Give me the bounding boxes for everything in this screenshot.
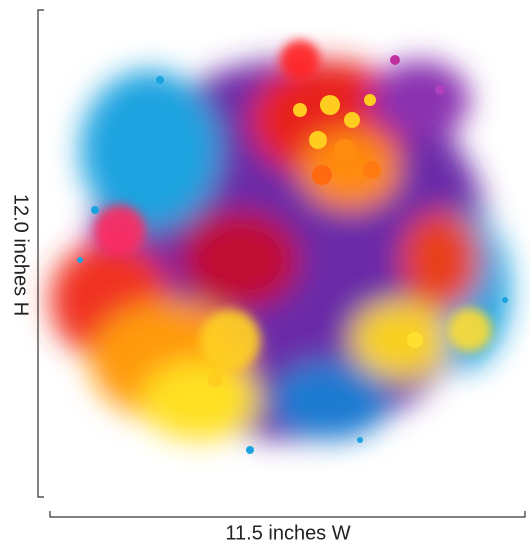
height-label: 12.0 inches H [10,194,32,316]
height-bracket [37,9,44,498]
width-bracket [49,511,526,518]
splash-artwork [50,40,510,454]
width-label: 11.5 inches W [225,522,350,544]
